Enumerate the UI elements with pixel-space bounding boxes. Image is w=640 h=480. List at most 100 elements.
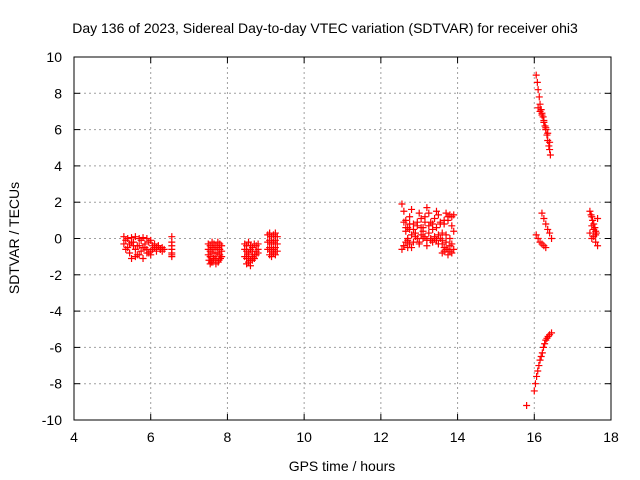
data-point xyxy=(587,211,595,219)
data-point xyxy=(542,124,550,132)
data-point xyxy=(534,235,542,242)
data-point xyxy=(536,356,544,364)
data-point xyxy=(425,222,433,230)
data-point xyxy=(152,247,160,255)
data-point xyxy=(254,249,262,257)
data-point xyxy=(539,113,547,121)
x-axis-tick-labels: 4 6 8 10 12 14 16 18 xyxy=(70,429,619,445)
data-point xyxy=(129,242,137,250)
data-point xyxy=(541,122,549,130)
data-point xyxy=(442,231,450,239)
data-point xyxy=(589,216,597,224)
data-point xyxy=(408,231,416,239)
data-point xyxy=(427,236,435,244)
data-point xyxy=(245,258,253,266)
data-point xyxy=(406,220,414,228)
data-point xyxy=(548,329,556,337)
data-point xyxy=(450,227,458,235)
data-point xyxy=(131,233,139,241)
data-point xyxy=(122,245,130,253)
data-point xyxy=(128,254,136,262)
data-point xyxy=(271,236,279,244)
data-point xyxy=(533,372,541,380)
data-point xyxy=(143,235,151,242)
y-tick-label: -10 xyxy=(42,412,62,428)
data-point xyxy=(542,220,550,228)
data-point xyxy=(539,343,547,351)
data-point xyxy=(546,138,554,146)
data-point xyxy=(446,235,454,242)
data-point xyxy=(543,131,551,139)
data-point xyxy=(588,213,596,221)
data-point xyxy=(409,225,417,233)
data-point xyxy=(442,245,450,253)
data-point xyxy=(131,245,139,253)
y-tick-label: -4 xyxy=(50,303,63,319)
data-point xyxy=(536,100,544,108)
data-point xyxy=(434,211,442,219)
y-tick-label: 10 xyxy=(46,49,62,65)
data-point xyxy=(535,93,543,101)
data-point xyxy=(448,222,456,230)
data-point xyxy=(590,225,598,233)
data-point xyxy=(423,242,431,250)
data-point xyxy=(135,251,143,259)
data-point xyxy=(523,401,531,409)
data-point xyxy=(546,151,554,159)
data-point xyxy=(421,218,429,226)
data-point xyxy=(431,235,439,242)
x-tick-label: 6 xyxy=(147,429,155,445)
data-point xyxy=(419,227,427,235)
data-point xyxy=(434,240,442,248)
data-point xyxy=(419,235,427,242)
data-point xyxy=(531,380,539,388)
data-point xyxy=(398,200,406,208)
data-point xyxy=(168,251,176,259)
data-point xyxy=(594,242,602,250)
data-point xyxy=(540,118,548,126)
data-point xyxy=(432,207,440,215)
data-point xyxy=(548,235,556,242)
x-tick-label: 8 xyxy=(224,429,232,445)
y-tick-label: 6 xyxy=(54,122,62,138)
data-point xyxy=(537,352,545,360)
data-point xyxy=(544,129,552,137)
data-point xyxy=(137,247,145,255)
data-point xyxy=(436,218,444,226)
y-axis-label: SDTVAR / TECUs xyxy=(6,182,22,294)
data-point xyxy=(143,249,151,257)
data-point xyxy=(154,242,162,250)
y-tick-label: 8 xyxy=(54,85,62,101)
data-point xyxy=(544,225,552,233)
data-point xyxy=(147,236,155,244)
data-point xyxy=(534,86,542,94)
data-point xyxy=(126,249,134,257)
data-point xyxy=(128,238,136,246)
data-point xyxy=(537,106,545,114)
data-point xyxy=(273,233,281,241)
data-point xyxy=(542,244,550,252)
data-point xyxy=(532,71,540,79)
data-point xyxy=(415,238,423,246)
y-axis-tick-labels: 10 8 6 4 2 0 -2 -4 -6 -8 -10 xyxy=(42,49,62,428)
data-point xyxy=(586,207,594,215)
data-point xyxy=(141,244,149,252)
data-point xyxy=(423,204,431,212)
y-tick-label: 2 xyxy=(54,194,62,210)
data-point xyxy=(131,253,139,261)
data-point xyxy=(156,245,164,253)
data-point xyxy=(429,220,437,228)
data-point xyxy=(413,222,421,230)
data-point xyxy=(425,209,433,217)
y-tick-label: -2 xyxy=(50,267,63,283)
x-tick-label: 14 xyxy=(450,429,466,445)
data-point xyxy=(450,245,458,253)
data-point xyxy=(540,215,548,223)
data-points xyxy=(120,71,602,409)
data-point xyxy=(536,107,544,115)
data-point xyxy=(432,224,440,232)
data-point xyxy=(246,262,254,270)
data-point xyxy=(250,254,258,262)
data-point xyxy=(450,211,458,219)
